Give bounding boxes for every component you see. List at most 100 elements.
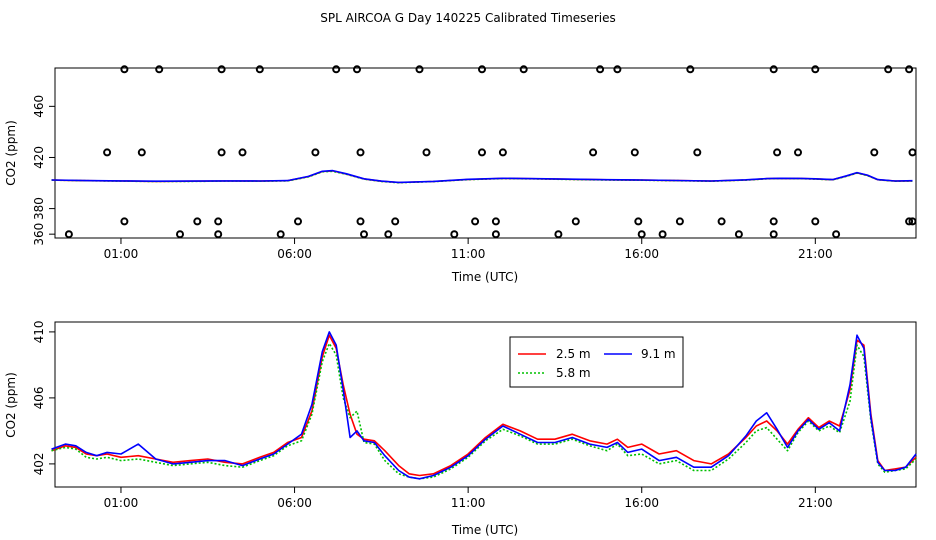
calibration-point [675,217,684,226]
legend-label-2.5m: 2.5 m [556,347,591,361]
top-y-tick-label: 380 [32,197,46,220]
calibration-point [554,230,563,239]
chart-title: SPL AIRCOA G Day 140225 Calibrated Times… [320,11,615,25]
bottom-x-tick-label: 16:00 [624,496,659,510]
bottom-axes: 01:00 06:00 11:00 16:00 21:00 402 406 410 [32,320,833,510]
calibration-point [217,148,226,157]
calibration-point [353,65,361,74]
legend-box [509,336,684,388]
top-y-tick-label: 360 [32,223,46,246]
calibration-point [294,217,302,226]
calibration-point [571,217,580,226]
calibration-point [498,148,507,157]
calibration-point [589,148,598,157]
calibration-point [734,230,743,239]
calibration-point [773,148,782,157]
calibration-point [693,148,702,157]
calibration-point [832,230,841,239]
top-x-tick-label: 21:00 [798,247,833,261]
bottom-x-tick-label: 21:00 [798,496,833,510]
calibration-point [596,65,605,74]
calibration-point [478,65,486,74]
top-x-tick-label: 06:00 [277,247,312,261]
top-calibration-points [64,65,917,239]
top-x-axis-label: Time (UTC) [451,270,518,284]
bottom-x-tick-label: 06:00 [277,496,312,510]
calibration-point [769,217,778,226]
calibration-point [214,217,223,226]
calibration-point [120,217,129,226]
legend: 2.5 m 5.8 m 9.1 m [509,336,684,388]
calibration-point [613,65,622,74]
bottom-series-2.5m [51,334,917,477]
top-x-tick-label: 01:00 [104,247,139,261]
top-y-tick-label: 420 [32,146,46,169]
bottom-x-tick-label: 01:00 [104,496,139,510]
top-x-tick-label: 11:00 [451,247,486,261]
calibration-point [137,148,146,157]
calibration-point [471,217,480,226]
calibration-point [238,148,247,157]
calibration-point [519,65,528,74]
top-axes: 01:00 06:00 11:00 16:00 21:00 360 380 420 460 [32,95,833,261]
calibration-point [491,217,500,226]
calibration-point [908,148,917,157]
calibration-point [360,230,368,239]
calibration-point [415,65,424,74]
calibration-point [391,217,400,226]
bottom-plot-frame [54,321,917,488]
calibration-point [478,148,486,157]
calibration-point [422,148,431,157]
calibration-point [193,217,202,226]
calibration-point [794,148,802,157]
calibration-point [884,65,893,74]
calibration-point [450,230,459,239]
bottom-series-9.1m [51,331,917,480]
calibration-point [630,148,639,157]
calibration-point [255,65,264,74]
calibration-point [637,230,646,239]
top-x-tick-label: 16:00 [624,247,659,261]
calibration-point [155,65,164,74]
bottom-x-axis-label: Time (UTC) [451,523,518,537]
calibration-point [769,230,778,239]
calibration-point [634,217,643,226]
calibration-point [905,217,914,226]
calibration-point [658,230,667,239]
bottom-y-axis-label: CO2 (ppm) [4,372,18,438]
top-series-lines [51,169,913,184]
calibration-point [870,148,879,157]
calibration-point [384,230,393,239]
calibration-point [769,65,778,74]
top-y-tick-label: 460 [32,95,46,118]
top-y-axis-label: CO2 (ppm) [4,120,18,186]
top-panel: 01:00 06:00 11:00 16:00 21:00 360 380 420 460 Ti… [4,65,917,284]
calibration-point [905,65,914,74]
calibration-point [811,217,820,226]
calibration-point [686,65,695,74]
calibration-point [811,65,820,74]
calibration-point [908,217,917,226]
bottom-series-5.8m [51,342,917,480]
legend-label-9.1m: 9.1 m [641,347,676,361]
bottom-x-tick-label: 11:00 [451,496,486,510]
legend-label-5.8m: 5.8 m [556,366,591,380]
bottom-panel: 01:00 06:00 11:00 16:00 21:00 402 406 410 Time … [4,320,917,537]
calibration-point [356,217,365,226]
bottom-y-tick-label: 406 [32,386,46,409]
calibration-point [311,148,320,157]
calibration-point [64,230,73,239]
calibration-point [120,65,129,74]
calibration-point [717,217,726,226]
bottom-y-tick-label: 402 [32,452,46,475]
calibration-point [176,230,184,239]
bottom-series-lines [51,331,917,480]
calibration-point [332,65,341,74]
top-series-9.1m [51,169,913,184]
calibration-point [276,230,285,239]
bottom-y-tick-label: 410 [32,320,46,343]
calibration-point [491,230,500,239]
calibration-point [214,230,223,239]
calibration-point [103,148,112,157]
